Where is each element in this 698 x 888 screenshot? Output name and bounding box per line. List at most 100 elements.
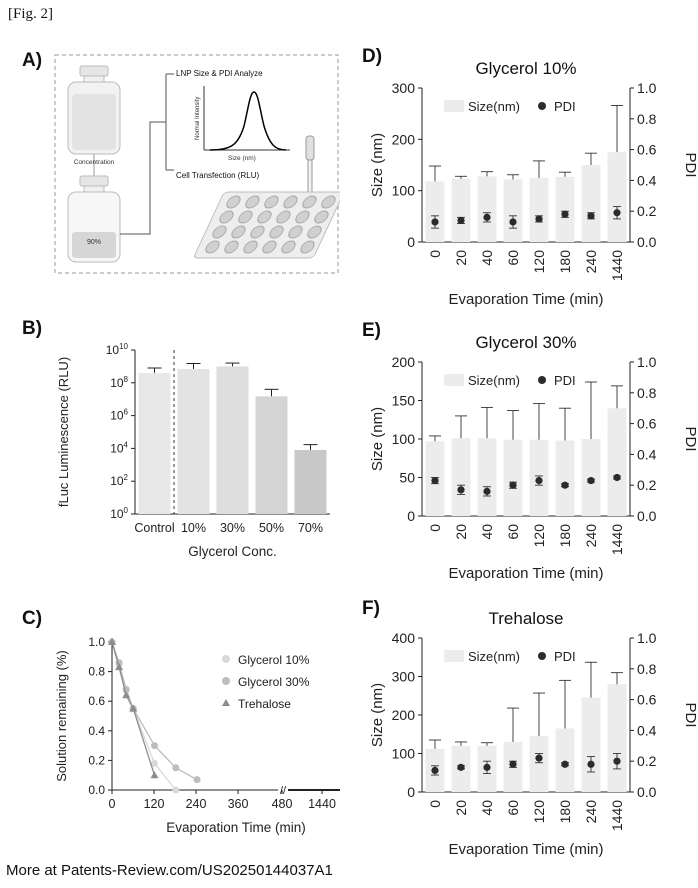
axis-break: // bbox=[280, 785, 287, 797]
size-bar bbox=[478, 176, 497, 242]
y-tick-label: 100 bbox=[392, 183, 416, 199]
data-point bbox=[194, 776, 201, 783]
legend-marker-size bbox=[444, 374, 464, 386]
size-bar bbox=[426, 181, 445, 242]
y-tick-label: 1.0 bbox=[88, 635, 105, 649]
size-bar bbox=[530, 736, 549, 792]
size-bar bbox=[608, 408, 627, 516]
pdi-point bbox=[613, 209, 620, 216]
figure-label: [Fig. 2] bbox=[8, 6, 53, 23]
y-tick-label: 0.4 bbox=[88, 724, 105, 738]
y2-tick-label: 0.2 bbox=[637, 203, 657, 219]
pdi-point bbox=[613, 474, 620, 481]
top-vial-icon bbox=[68, 66, 120, 154]
y-tick-label: 200 bbox=[392, 131, 416, 147]
legend-label-size: Size(nm) bbox=[468, 649, 520, 664]
x-tick-label: 10% bbox=[181, 521, 206, 535]
size-bar bbox=[478, 438, 497, 516]
y-tick-label: 0 bbox=[407, 784, 415, 800]
legend-label: Trehalose bbox=[238, 697, 291, 711]
pdi-point bbox=[509, 218, 516, 225]
y-tick-label: 0 bbox=[407, 508, 415, 524]
transfection-label: Cell Transfection (RLU) bbox=[176, 171, 259, 180]
pdi-point bbox=[587, 477, 594, 484]
legend-marker-pdi bbox=[538, 652, 546, 660]
concentration-label: Concentration bbox=[74, 159, 115, 166]
y2-tick-label: 0.4 bbox=[637, 446, 657, 462]
legend-marker-pdi bbox=[538, 102, 546, 110]
x-tick-label: 180 bbox=[557, 800, 573, 824]
size-distribution-curve bbox=[210, 92, 286, 150]
pdi-point bbox=[587, 212, 594, 219]
x-tick-label: 70% bbox=[298, 521, 323, 535]
pdi-point bbox=[457, 764, 464, 771]
y-tick-label: 150 bbox=[392, 393, 416, 409]
y2-tick-label: 0.8 bbox=[637, 385, 657, 401]
y-tick-label: 104 bbox=[110, 440, 128, 455]
pdi-point bbox=[561, 761, 568, 768]
y2-tick-label: 1.0 bbox=[637, 80, 657, 96]
pdi-point bbox=[613, 758, 620, 765]
y2-tick-label: 0.6 bbox=[637, 142, 657, 158]
pdi-point bbox=[561, 211, 568, 218]
y-tick-label: 100 bbox=[392, 431, 416, 447]
y2-axis-label: PDI bbox=[682, 426, 696, 451]
x-tick-label: 60 bbox=[505, 524, 521, 540]
y2-axis-label: PDI bbox=[682, 702, 696, 727]
y-tick-label: 108 bbox=[110, 375, 128, 390]
x-axis-label: Evaporation Time (min) bbox=[166, 820, 306, 835]
pdi-point bbox=[587, 761, 594, 768]
panel-letter-a: A) bbox=[22, 50, 42, 72]
x-tick-label: 0 bbox=[427, 800, 443, 808]
y-tick-label: 0.0 bbox=[88, 783, 105, 797]
x-tick-label: 0 bbox=[109, 797, 116, 811]
legend-label-size: Size(nm) bbox=[468, 99, 520, 114]
mini-plot-ylabel: Normal Intensity bbox=[195, 97, 201, 140]
size-bar bbox=[530, 178, 549, 242]
x-tick-label: 180 bbox=[557, 524, 573, 548]
chart-d: Glycerol 10%01002003000.00.20.40.60.81.0… bbox=[360, 52, 696, 317]
mini-plot-xlabel: Size (nm) bbox=[228, 155, 256, 162]
y2-tick-label: 0.8 bbox=[637, 111, 657, 127]
x-axis-label: Glycerol Conc. bbox=[188, 544, 277, 559]
y-tick-label: 200 bbox=[392, 354, 416, 370]
series-line bbox=[112, 642, 197, 780]
pdi-point bbox=[509, 482, 516, 489]
size-bar bbox=[608, 684, 627, 792]
x-tick-label: 1440 bbox=[609, 524, 625, 555]
connector-line bbox=[120, 122, 166, 234]
size-bar bbox=[504, 440, 523, 516]
bar bbox=[178, 369, 210, 514]
y2-tick-label: 0.0 bbox=[637, 784, 657, 800]
y2-tick-label: 1.0 bbox=[637, 354, 657, 370]
x-tick-label: 20 bbox=[453, 524, 469, 540]
legend-marker-size bbox=[444, 100, 464, 112]
y-tick-label: 0.8 bbox=[88, 665, 105, 679]
size-bar bbox=[582, 165, 601, 242]
y-axis-label: fLuc Luminescence (RLU) bbox=[56, 357, 71, 507]
pdi-point bbox=[535, 755, 542, 762]
footer-source: More at Patents-Review.com/US20250144037… bbox=[6, 862, 333, 879]
data-point bbox=[151, 771, 159, 778]
y-axis-label: Size (nm) bbox=[369, 683, 386, 747]
x-tick-label: 40 bbox=[479, 250, 495, 266]
x-tick-label: 1440 bbox=[609, 800, 625, 831]
legend-marker-pdi bbox=[538, 376, 546, 384]
pdi-point bbox=[457, 486, 464, 493]
x-tick-label: 120 bbox=[531, 800, 547, 824]
chart-title: Glycerol 10% bbox=[475, 59, 576, 78]
size-bar bbox=[608, 152, 627, 242]
y2-tick-label: 0.2 bbox=[637, 477, 657, 493]
data-point bbox=[172, 764, 179, 771]
x-tick-label: 120 bbox=[531, 250, 547, 274]
size-bar bbox=[556, 177, 575, 242]
y2-tick-label: 0.8 bbox=[637, 661, 657, 677]
legend-label-pdi: PDI bbox=[554, 373, 576, 388]
panel-a-schematic: Concentration 90% LNP Size & PDI Analyze… bbox=[54, 54, 340, 276]
chart-title: Glycerol 30% bbox=[475, 333, 576, 352]
chart-e: Glycerol 30%0501001502000.00.20.40.60.81… bbox=[360, 326, 696, 591]
pdi-point bbox=[509, 761, 516, 768]
legend-label-size: Size(nm) bbox=[468, 373, 520, 388]
x-tick-label: 60 bbox=[505, 250, 521, 266]
pdi-point bbox=[431, 477, 438, 484]
